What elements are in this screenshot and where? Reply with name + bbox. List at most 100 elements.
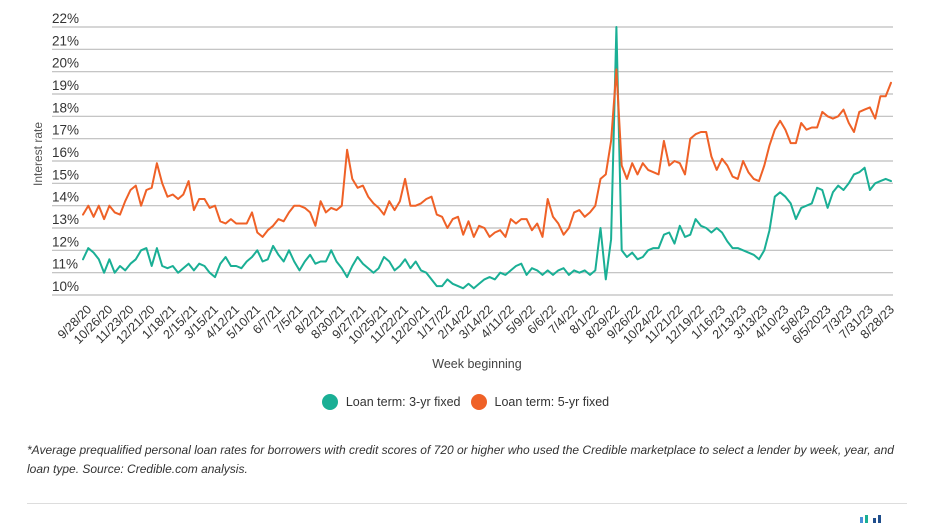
point-3yr-60 [397,263,402,268]
point-3yr-64 [418,268,423,273]
point-5yr-111 [667,163,672,168]
point-3yr-44 [313,261,318,266]
legend-item-5yr[interactable]: Loan term: 5-yr fixed [470,394,609,410]
legend-item-3yr[interactable]: Loan term: 3-yr fixed [321,394,461,410]
point-5yr-23 [202,196,207,201]
point-5yr-71 [455,214,460,219]
point-5yr-105 [635,172,640,177]
point-5yr-49 [339,203,344,208]
series-lines [82,26,892,291]
point-5yr-18 [175,196,180,201]
point-3yr-134 [788,201,793,206]
point-3yr-119 [709,230,714,235]
point-3yr-106 [640,254,645,259]
point-5yr-130 [767,143,772,148]
point-3yr-70 [450,281,455,286]
point-5yr-115 [688,136,693,141]
point-3yr-124 [735,246,740,251]
point-5yr-142 [830,116,835,121]
point-5yr-34 [260,234,265,239]
point-3yr-110 [661,232,666,237]
y-tick-label: 18% [52,100,79,115]
point-3yr-48 [334,259,339,264]
point-5yr-33 [255,230,260,235]
point-5yr-94 [577,208,582,213]
point-3yr-148 [862,165,867,170]
point-3yr-18 [175,270,180,275]
point-5yr-97 [593,203,598,208]
point-3yr-41 [297,268,302,273]
point-3yr-45 [318,259,323,264]
y-tick-label: 12% [52,234,79,249]
point-5yr-150 [873,116,878,121]
point-5yr-106 [640,161,645,166]
point-3yr-69 [445,277,450,282]
point-3yr-36 [271,243,276,248]
point-5yr-72 [461,232,466,237]
point-5yr-98 [598,176,603,181]
point-3yr-136 [799,205,804,210]
point-5yr-65 [424,196,429,201]
point-3yr-143 [836,183,841,188]
point-3yr-12 [144,246,149,251]
point-5yr-14 [154,161,159,166]
point-5yr-67 [434,212,439,217]
point-3yr-113 [677,223,682,228]
point-5yr-28 [228,216,233,221]
gridlines [52,26,893,296]
y-tick-label: 15% [52,167,79,182]
point-5yr-48 [334,208,339,213]
point-3yr-13 [149,263,154,268]
point-3yr-80 [503,272,508,277]
y-tick-label: 19% [52,78,79,93]
point-3yr-117 [698,223,703,228]
line-chart: 10%11%12%13%14%15%16%17%18%19%20%21%22% … [31,11,897,371]
point-5yr-114 [682,172,687,177]
point-5yr-131 [772,127,777,132]
point-3yr-108 [651,246,656,251]
point-5yr-143 [836,114,841,119]
y-tick-label: 22% [52,11,79,26]
point-5yr-139 [814,125,819,130]
point-5yr-70 [450,216,455,221]
point-5yr-145 [846,120,851,125]
point-3yr-15 [160,263,165,268]
point-3yr-50 [344,275,349,280]
point-3yr-74 [471,286,476,291]
logo-icon[interactable] [860,515,890,523]
y-tick-label: 10% [52,279,79,294]
point-3yr-54 [366,266,371,271]
point-3yr-21 [191,268,196,273]
point-5yr-100 [609,138,614,143]
point-5yr-60 [397,199,402,204]
point-3yr-88 [545,268,550,273]
point-5yr-5 [107,203,112,208]
point-3yr-105 [635,257,640,262]
point-3yr-35 [265,257,270,262]
point-5yr-42 [302,205,307,210]
point-3yr-86 [535,268,540,273]
point-3yr-38 [281,259,286,264]
point-5yr-104 [630,161,635,166]
point-3yr-39 [286,248,291,253]
point-3yr-147 [857,170,862,175]
point-3yr-52 [355,254,360,259]
point-3yr-93 [572,268,577,273]
point-3yr-95 [582,268,587,273]
point-5yr-123 [730,174,735,179]
point-5yr-113 [677,161,682,166]
point-3yr-72 [461,286,466,291]
y-tick-label: 20% [52,56,79,71]
point-5yr-124 [735,176,740,181]
point-5yr-26 [218,219,223,224]
point-5yr-85 [529,228,534,233]
point-3yr-9 [128,261,133,266]
point-5yr-138 [809,125,814,130]
point-5yr-148 [862,107,867,112]
point-5yr-134 [788,141,793,146]
point-5yr-101 [614,67,619,72]
point-5yr-90 [556,221,561,226]
point-3yr-22 [197,261,202,266]
point-5yr-45 [318,199,323,204]
point-3yr-6 [112,270,117,275]
